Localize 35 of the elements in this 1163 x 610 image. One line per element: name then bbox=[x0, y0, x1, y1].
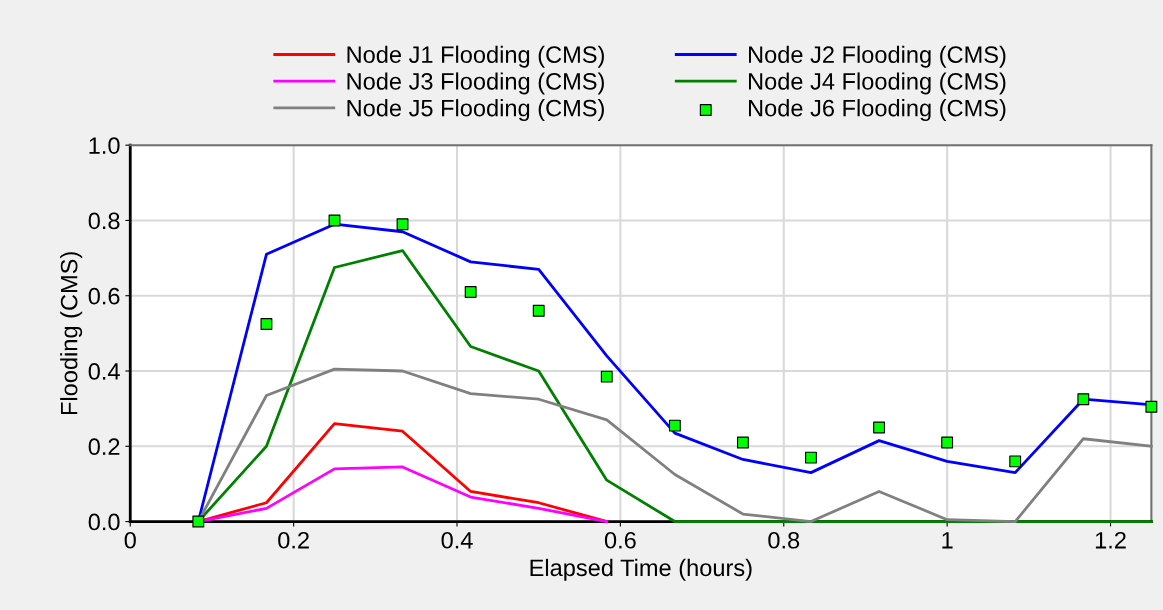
point bbox=[1077, 393, 1090, 406]
point bbox=[396, 218, 409, 231]
y-axis-title: Flooding (CMS) bbox=[60, 252, 83, 415]
y-tick-label: 0.2 bbox=[88, 438, 120, 456]
point bbox=[873, 421, 886, 434]
y-tick-label: 0.8 bbox=[88, 212, 120, 230]
point bbox=[192, 515, 205, 528]
x-tick-label: 0.6 bbox=[604, 531, 636, 549]
point bbox=[736, 436, 749, 449]
y-tick-label: 0.6 bbox=[88, 287, 120, 305]
point bbox=[532, 304, 545, 317]
x-tick-label: 0.2 bbox=[278, 531, 309, 549]
point bbox=[1009, 455, 1022, 468]
y-tick-label: 0.0 bbox=[88, 513, 120, 531]
legend-label: Node J4 Flooding (CMS) bbox=[749, 72, 1006, 95]
point bbox=[668, 419, 681, 432]
legend-label: Node J3 Flooding (CMS) bbox=[347, 72, 604, 95]
point bbox=[805, 451, 817, 464]
x-axis-title: Elapsed Time (hours) bbox=[530, 558, 752, 581]
legend-label: Node J6 Flooding (CMS) bbox=[749, 99, 1006, 122]
x-tick-label: 1.2 bbox=[1095, 531, 1126, 549]
point bbox=[260, 318, 273, 330]
point bbox=[1145, 400, 1158, 413]
y-tick-label: 1.0 bbox=[89, 137, 120, 154]
legend-label: Node J5 Flooding (CMS) bbox=[347, 99, 604, 122]
x-tick-label: 0 bbox=[124, 531, 136, 549]
point bbox=[941, 436, 954, 449]
x-tick-label: 1 bbox=[942, 532, 953, 549]
point bbox=[600, 370, 613, 383]
point bbox=[464, 286, 477, 298]
legend-label: Node J1 Flooding (CMS) bbox=[347, 45, 604, 68]
legend-label: Node J2 Flooding (CMS) bbox=[749, 45, 1006, 68]
x-tick-label: 0.4 bbox=[441, 531, 473, 549]
y-tick-label: 0.4 bbox=[88, 363, 120, 380]
x-tick-label: 0.8 bbox=[768, 531, 800, 549]
